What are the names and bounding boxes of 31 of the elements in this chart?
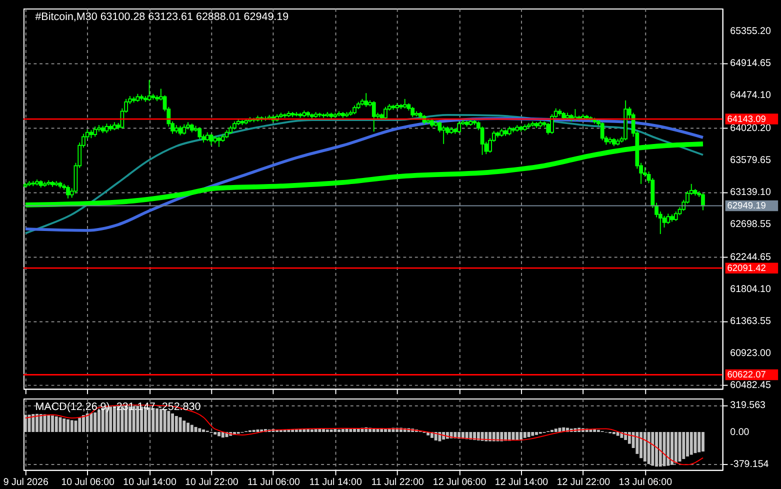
x-tick-label: 12 Jul 06:00 xyxy=(432,477,487,488)
x-tick-label: 9 Jul 2026 xyxy=(3,477,48,488)
y-tick-label: 0.00 xyxy=(730,426,750,438)
x-tick-label: 10 Jul 14:00 xyxy=(123,477,177,488)
y-tick-label: -379.154 xyxy=(730,458,770,470)
x-tick-label: 13 Jul 06:00 xyxy=(618,477,673,488)
ref-line-label: 60622.07 xyxy=(727,370,766,380)
y-tick-label: 61804.10 xyxy=(730,284,772,295)
y-tick-label: 319.563 xyxy=(730,400,766,411)
y-tick-label: 61363.55 xyxy=(730,316,772,327)
x-tick-label: 10 Jul 06:00 xyxy=(61,477,116,488)
y-tick-label: 63139.10 xyxy=(730,186,772,198)
x-tick-label: 12 Jul 14:00 xyxy=(494,477,549,488)
x-tick-label: 11 Jul 06:00 xyxy=(247,477,300,488)
x-tick-label: 10 Jul 22:00 xyxy=(185,477,239,488)
ref-line-label: 62949.19 xyxy=(727,200,766,211)
y-tick-label: 62698.55 xyxy=(730,218,772,230)
ref-line-label: 62091.42 xyxy=(727,263,766,273)
y-tick-label: 65355.20 xyxy=(730,26,772,37)
x-tick-label: 12 Jul 22:00 xyxy=(556,477,611,488)
y-tick-label: 64914.65 xyxy=(730,58,772,69)
y-tick-label: 60923.00 xyxy=(730,348,772,359)
y-tick-label: 64020.20 xyxy=(730,122,772,134)
x-tick-label: 11 Jul 22:00 xyxy=(371,477,424,488)
chart-title: #Bitcoin,M30 63100.28 63123.61 62888.01 62949.19 xyxy=(35,11,289,24)
y-tick-label: 63579.65 xyxy=(730,154,772,166)
y-tick-label: 62244.65 xyxy=(730,252,772,263)
x-tick-label: 11 Jul 14:00 xyxy=(309,477,362,488)
y-tick-label: 60482.45 xyxy=(730,380,772,391)
y-tick-label: 64474.10 xyxy=(730,90,772,101)
ref-line-label: 64143.09 xyxy=(727,114,766,124)
